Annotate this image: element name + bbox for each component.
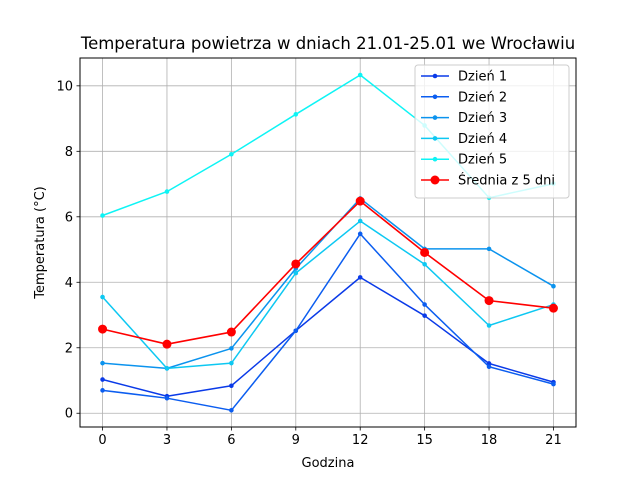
data-point (548, 303, 558, 313)
y-tick-label: 0 (65, 407, 73, 422)
data-point (100, 377, 105, 382)
y-tick-label: 2 (65, 341, 73, 356)
legend-swatch-marker (432, 94, 438, 100)
data-point (420, 247, 430, 257)
data-point (164, 366, 170, 371)
data-point (229, 346, 234, 351)
data-point (422, 302, 427, 307)
x-tick-label: 0 (98, 433, 106, 448)
data-point (229, 383, 234, 389)
series-line (101, 220, 554, 370)
legend-swatch-marker (432, 136, 438, 141)
data-point (229, 408, 234, 413)
series-4 (100, 218, 556, 371)
y-axis-label: Temperatura (°C) (33, 186, 48, 299)
data-point (229, 360, 234, 366)
x-tick-label: 12 (352, 433, 369, 448)
series-layer (98, 72, 558, 413)
data-point (291, 259, 301, 269)
data-point (164, 189, 170, 194)
data-point (100, 388, 105, 393)
legend-item: Dzień 4 (421, 132, 507, 147)
data-point (293, 328, 299, 334)
chart-title: Temperatura powietrza w dniach 21.01-25.… (80, 34, 575, 53)
legend-label: Średnia z 5 dni (458, 173, 555, 189)
legend-item: Dzień 1 (421, 70, 507, 85)
legend-box (414, 64, 570, 199)
data-point (357, 218, 363, 224)
data-point (486, 246, 492, 252)
data-point (551, 283, 556, 289)
series-line (102, 233, 554, 412)
series-6 (98, 196, 558, 349)
data-point (422, 261, 427, 267)
y-tick-label: 6 (65, 210, 73, 225)
axis-ticks: 0 3 6 9 12 15 18 21 0 2 4 6 8 10 (56, 79, 561, 448)
legend-label: Dzień 5 (458, 153, 507, 168)
data-point (422, 313, 427, 318)
legend-swatch-marker (432, 156, 438, 162)
legend-label: Dzień 1 (458, 70, 507, 85)
data-point (164, 395, 170, 401)
y-tick-label: 8 (65, 145, 73, 160)
data-point (98, 324, 108, 334)
x-tick-label: 3 (163, 433, 171, 448)
data-point (226, 327, 236, 337)
data-point (357, 72, 363, 78)
legend-item: Dzień 2 (421, 90, 507, 105)
data-point (162, 339, 172, 349)
y-tick-label: 4 (65, 276, 73, 291)
legend-swatch-marker (432, 115, 438, 120)
series-line (102, 200, 554, 345)
legend: Dzień 1 Dzień 2 Dzień 3 Dzień 4 Dzień 5 Średn… (414, 64, 570, 199)
data-point (293, 270, 299, 276)
x-tick-label: 15 (416, 433, 433, 448)
data-point (100, 294, 105, 300)
data-point (357, 275, 363, 280)
data-point (100, 213, 105, 218)
data-point (486, 364, 492, 370)
x-tick-label: 9 (292, 433, 300, 448)
legend-label: Dzień 2 (458, 90, 507, 105)
series-2 (100, 231, 556, 413)
data-point (100, 360, 105, 366)
y-tick-label: 10 (56, 79, 73, 94)
legend-item: Dzień 3 (421, 111, 507, 126)
legend-item: Dzień 5 (421, 153, 507, 168)
data-point (357, 231, 363, 237)
data-point (484, 296, 494, 306)
legend-item: Średnia z 5 dni (421, 173, 555, 189)
legend-swatch-marker (432, 73, 438, 79)
x-tick-label: 6 (227, 433, 235, 448)
x-axis-label: Godzina (302, 456, 355, 471)
data-point (293, 112, 299, 117)
legend-label: Dzień 4 (458, 132, 507, 147)
legend-label: Dzień 3 (458, 111, 507, 126)
data-point (355, 196, 365, 206)
x-tick-label: 21 (545, 433, 562, 448)
data-point (551, 381, 556, 387)
plot-area-frame (79, 57, 577, 428)
data-point (229, 151, 234, 157)
x-tick-label: 18 (481, 433, 498, 448)
data-point (486, 323, 492, 328)
legend-swatch-marker (430, 175, 440, 185)
